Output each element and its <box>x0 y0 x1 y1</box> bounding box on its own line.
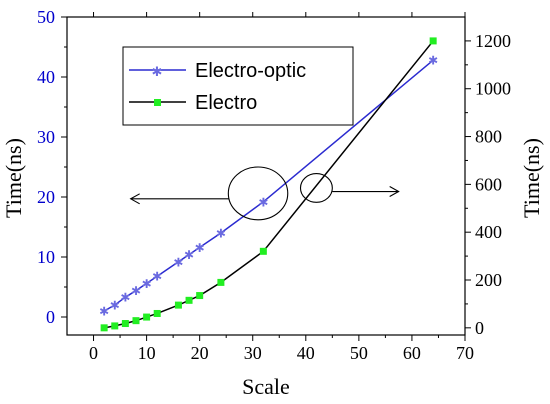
right-y-tick-label: 1200 <box>475 31 511 51</box>
electro-optic-point: ✱ <box>131 284 141 298</box>
left-y-tick-label: 20 <box>37 187 55 207</box>
electro-point <box>196 292 204 300</box>
x-axis-title: Scale <box>242 374 290 399</box>
electro-optic-point: ✱ <box>258 195 268 209</box>
electro-point <box>121 320 129 328</box>
electro-point <box>185 296 193 304</box>
x-tick-label: 20 <box>191 343 209 363</box>
x-tick-label: 70 <box>456 343 474 363</box>
x-tick-label: 60 <box>403 343 421 363</box>
electro-optic-point: ✱ <box>216 227 226 241</box>
arrow-to-right-axis <box>332 186 400 198</box>
electro-optic-point: ✱ <box>142 277 152 291</box>
x-tick-label: 40 <box>297 343 315 363</box>
series-line-electro-optic <box>103 59 434 312</box>
legend-label-electro-optic: Electro-optic <box>195 60 306 82</box>
electro-point <box>153 309 161 317</box>
electro-optic-point: ✱ <box>184 248 194 262</box>
electro-point <box>111 322 119 330</box>
ellipse-left-series <box>227 166 289 221</box>
electro-optic-point: ✱ <box>110 299 120 313</box>
left-y-tick-label: 10 <box>37 247 55 267</box>
electro-optic-point: ✱ <box>173 255 183 269</box>
electro-optic-point: ✱ <box>99 305 109 319</box>
electro-point <box>143 313 151 321</box>
electro-optic-point: ✱ <box>120 291 130 305</box>
left-y-tick-label: 30 <box>37 127 55 147</box>
legend-marker-electro-optic: ✱ <box>152 65 163 80</box>
ellipse-right-series <box>299 173 333 203</box>
electro-point <box>100 324 108 332</box>
electro-point <box>217 278 225 286</box>
electro-optic-point: ✱ <box>152 270 162 284</box>
right-y-tick-label: 800 <box>475 127 502 147</box>
legend: ✱ Electro-optic Electro <box>122 46 354 126</box>
left-y-tick-label: 0 <box>46 307 55 327</box>
right-y-tick-label: 1000 <box>475 79 511 99</box>
electro-point <box>132 317 140 325</box>
x-tick-label: 30 <box>244 343 262 363</box>
right-y-tick-label: 400 <box>475 222 502 242</box>
right-y-tick-label: 200 <box>475 270 502 290</box>
electro-point <box>259 247 267 255</box>
left-y-axis-title: Time(ns) <box>1 138 26 218</box>
x-tick-label: 50 <box>350 343 368 363</box>
plot-frame <box>66 16 466 336</box>
legend-marker-electro <box>154 99 161 106</box>
right-y-tick-label: 0 <box>475 318 484 338</box>
electro-point <box>429 37 437 45</box>
right-y-axis-title: Time(ns) <box>519 138 544 218</box>
legend-box <box>122 46 354 126</box>
arrow-to-left-axis <box>129 193 229 205</box>
electro-point <box>174 301 182 309</box>
electro-optic-point: ✱ <box>428 54 438 68</box>
left-y-tick-label: 50 <box>37 7 55 27</box>
x-tick-label: 0 <box>89 343 98 363</box>
x-tick-label: 10 <box>138 343 156 363</box>
left-y-tick-label: 40 <box>37 67 55 87</box>
legend-label-electro: Electro <box>195 92 257 114</box>
electro-optic-point: ✱ <box>195 241 205 255</box>
right-y-tick-label: 600 <box>475 174 502 194</box>
